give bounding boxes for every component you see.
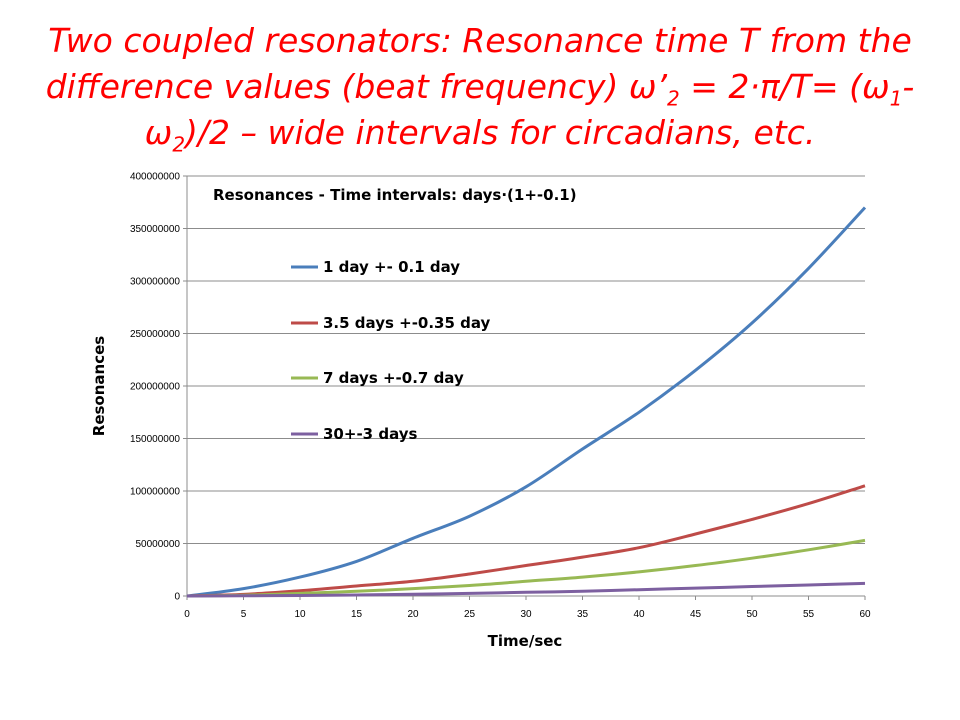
chart-title: Resonances - Time intervals: days·(1+-0.…: [213, 186, 577, 204]
y-tick-label: 150000000: [130, 434, 180, 445]
title-text: = 2·π/T= (ω: [679, 67, 890, 106]
y-tick-label: 0: [174, 592, 180, 603]
legend-label: 30+-3 days: [323, 425, 418, 443]
title-text: - ω: [144, 67, 915, 152]
title-text: )/2 – wide intervals for circadians, etc…: [185, 113, 816, 152]
series-line-1: [186, 206, 867, 598]
x-tick-label: 60: [859, 609, 871, 620]
x-tick-label: 5: [241, 609, 247, 620]
legend-label: 7 days +-0.7 day: [323, 369, 464, 387]
axes: 0 50000000 100000000 150000000 200000000 2500…: [130, 172, 871, 621]
x-tick-label: 25: [464, 609, 476, 620]
x-tick-label: 45: [690, 609, 702, 620]
title-subscript: 2: [666, 86, 680, 111]
y-tick-label: 50000000: [136, 539, 181, 550]
y-tick-label: 300000000: [130, 277, 180, 288]
y-tick-label: 200000000: [130, 382, 180, 393]
x-tick-label: 30: [520, 609, 532, 620]
x-tick-label: 10: [294, 609, 306, 620]
series-line-3: [186, 538, 866, 598]
y-tick-label: 350000000: [130, 224, 180, 235]
x-tick-label: 40: [633, 609, 645, 620]
title-text: Two coupled resonators: Resonance time T…: [45, 21, 912, 106]
gridlines: [187, 175, 865, 544]
x-tick-label: 55: [803, 609, 815, 620]
slide-title: Two coupled resonators: Resonance time T…: [40, 18, 920, 156]
y-axis-title: Resonances: [90, 336, 108, 437]
x-tick-label: 0: [184, 609, 190, 620]
title-subscript: 1: [889, 86, 903, 111]
y-tick-label: 250000000: [130, 329, 180, 340]
legend-label: 1 day +- 0.1 day: [323, 258, 460, 276]
x-tick-label: 15: [351, 609, 363, 620]
y-tick-label: 100000000: [130, 487, 180, 498]
legend: 1 day +- 0.1 day 3.5 days +-0.35 day 7 day…: [291, 258, 491, 443]
x-tick-label: 20: [407, 609, 419, 620]
x-tick-label: 35: [577, 609, 589, 620]
title-subscript: 2: [172, 132, 186, 157]
legend-label: 3.5 days +-0.35 day: [323, 314, 491, 332]
series-line-2: [186, 484, 866, 598]
x-axis-title: Time/sec: [488, 632, 563, 650]
x-tick-label: 50: [746, 609, 758, 620]
y-tick-label: 400000000: [130, 172, 180, 183]
series-line-4: [186, 581, 866, 598]
series-lines: [186, 206, 867, 598]
